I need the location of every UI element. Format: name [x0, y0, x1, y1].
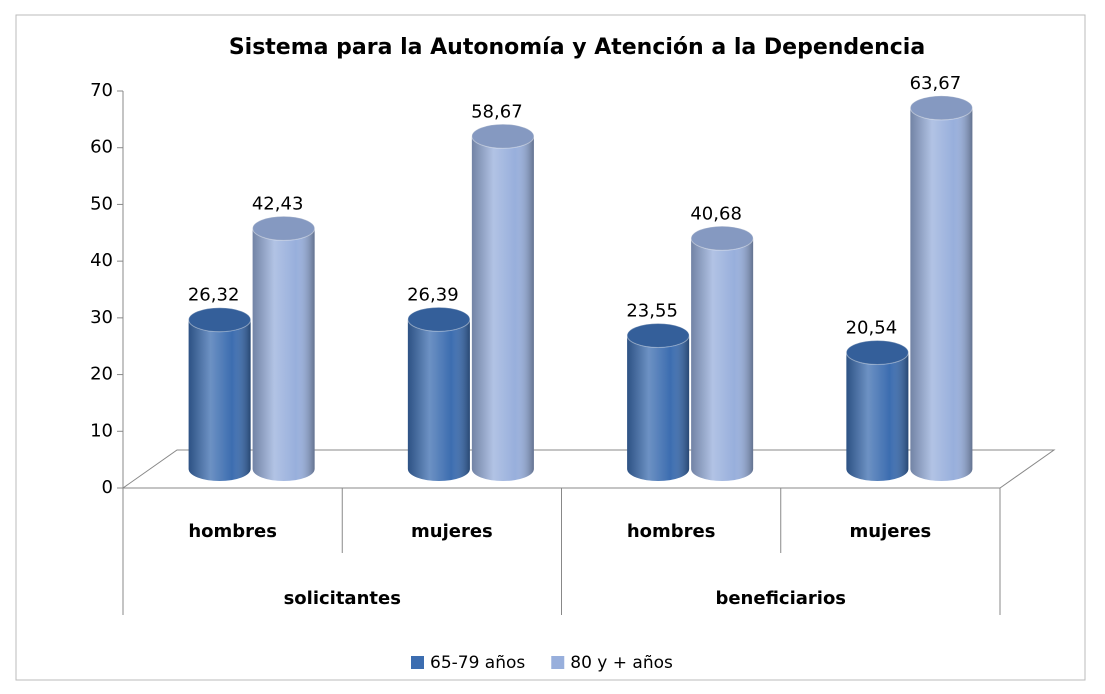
y-tick-label: 30	[90, 307, 113, 328]
bar-top-shade	[252, 216, 315, 241]
value-label: 26,39	[407, 284, 459, 305]
y-tick-label: 40	[90, 250, 113, 271]
value-label: 20,54	[846, 318, 898, 339]
group-label: solicitantes	[284, 588, 401, 609]
x-tick-label: hombres	[188, 521, 277, 542]
floor	[121, 449, 1056, 489]
bar-shade	[252, 228, 315, 481]
x-tick-label: mujeres	[850, 521, 932, 542]
value-label: 40,68	[690, 203, 742, 224]
value-label: 63,67	[910, 73, 962, 94]
bar-top-shade	[910, 95, 973, 120]
bar-top-shade	[188, 307, 251, 332]
bar-shade	[627, 335, 690, 482]
bar-top-shade	[471, 124, 534, 149]
y-tick-label: 50	[90, 193, 113, 214]
bar-top	[845, 340, 909, 366]
bar-top	[252, 215, 316, 241]
bar-top	[407, 306, 471, 332]
bar-top	[471, 123, 535, 149]
bar-shade	[188, 319, 251, 481]
bar-top	[690, 225, 754, 251]
bar-shade	[846, 352, 909, 482]
bar-top	[188, 307, 252, 333]
bar-top-shade	[846, 340, 909, 365]
value-label: 42,43	[252, 193, 304, 214]
legend-swatch	[411, 656, 424, 669]
x-tick-label: mujeres	[411, 521, 493, 542]
legend-label: 80 y + años	[570, 653, 673, 673]
bar-shade	[471, 136, 534, 481]
bar-top	[626, 322, 690, 348]
legend-swatch	[551, 656, 565, 669]
y-tick-label: 70	[90, 80, 113, 101]
bar-top-shade	[627, 323, 690, 348]
chart-title: Sistema para la Autonomía y Atención a l…	[229, 35, 925, 60]
value-label: 58,67	[471, 101, 523, 122]
bar-shade	[407, 319, 470, 482]
value-label: 23,55	[626, 300, 678, 321]
bar-top-shade	[407, 307, 470, 332]
x-tick-label: hombres	[627, 521, 716, 542]
y-tick-label: 60	[90, 137, 113, 158]
bar-top	[909, 95, 973, 121]
value-label: 26,32	[188, 285, 240, 306]
group-label: beneficiarios	[715, 588, 846, 609]
bar-shade	[910, 107, 973, 482]
y-tick-label: 0	[102, 477, 113, 498]
y-tick-label: 10	[90, 420, 113, 441]
y-tick-label: 20	[90, 364, 113, 385]
bar-shade	[691, 238, 754, 482]
legend-label: 65-79 años	[430, 653, 525, 673]
bar-top-shade	[691, 226, 754, 251]
